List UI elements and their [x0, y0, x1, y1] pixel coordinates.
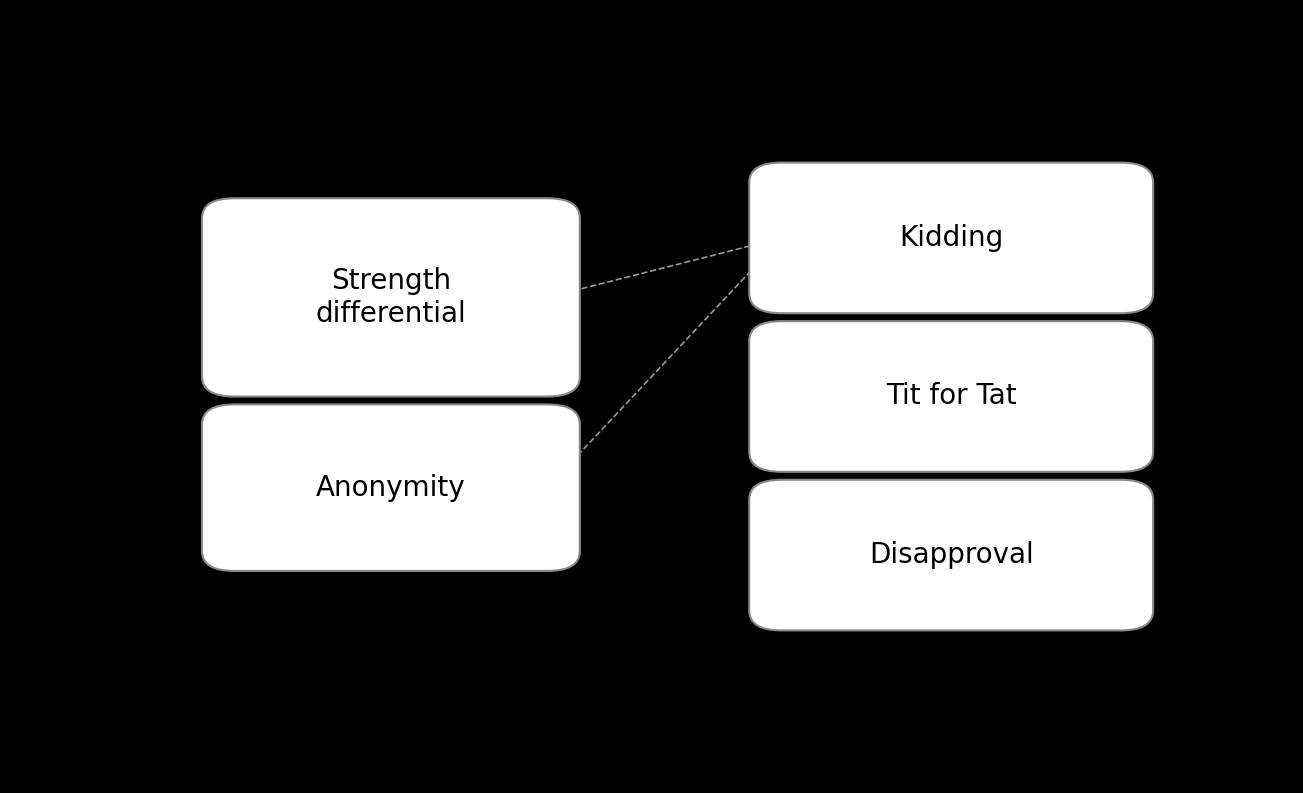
- Text: Strength
differential: Strength differential: [315, 267, 466, 328]
- FancyBboxPatch shape: [749, 163, 1153, 313]
- FancyBboxPatch shape: [202, 198, 580, 396]
- Text: Kidding: Kidding: [899, 224, 1003, 252]
- FancyBboxPatch shape: [749, 321, 1153, 472]
- FancyBboxPatch shape: [749, 480, 1153, 630]
- Text: Anonymity: Anonymity: [317, 473, 465, 502]
- Text: Tit for Tat: Tit for Tat: [886, 382, 1016, 411]
- FancyBboxPatch shape: [202, 404, 580, 571]
- Text: Disapproval: Disapproval: [869, 541, 1033, 569]
